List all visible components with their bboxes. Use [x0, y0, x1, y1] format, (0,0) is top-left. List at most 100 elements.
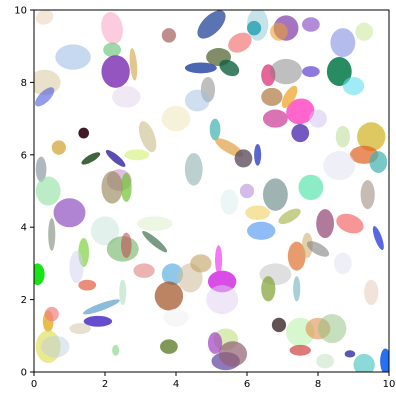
ellipse-63	[278, 208, 301, 225]
ellipse-50	[120, 172, 132, 202]
ellipse-40	[35, 156, 47, 182]
ellipse-95	[83, 315, 113, 327]
ellipse-79	[190, 254, 212, 273]
ellipse-7	[129, 48, 138, 81]
x-tick-label: 0	[31, 379, 37, 390]
ellipse-73	[120, 232, 132, 258]
ellipse-67	[372, 226, 384, 251]
ellipse-61	[245, 205, 271, 220]
ellipse-30	[286, 98, 315, 125]
ellipse-86	[293, 276, 301, 302]
ellipse-47	[138, 121, 157, 153]
ellipse-32	[261, 87, 283, 106]
ellipse-93	[78, 279, 97, 291]
ellipse-57	[298, 174, 324, 201]
ellipse-115	[353, 353, 375, 372]
ellipse-83	[206, 285, 239, 315]
ellipse-9	[161, 28, 176, 43]
ellipse-65	[316, 209, 334, 239]
y-tick-label: 8	[21, 78, 27, 89]
ellipse-2	[35, 87, 55, 107]
y-tick-label: 2	[21, 295, 27, 306]
ellipse-10	[197, 10, 226, 39]
y-tick-label: 4	[21, 223, 27, 234]
ellipse-66	[336, 213, 364, 234]
ellipse-54	[234, 149, 253, 168]
ellipse-68	[53, 198, 86, 228]
x-tick-label: 10	[383, 379, 396, 390]
ellipse-55	[254, 143, 262, 166]
ellipse-24	[355, 22, 374, 41]
ellipse-27	[302, 66, 320, 77]
ellipse-5	[103, 42, 121, 58]
ellipse-8	[112, 86, 141, 108]
ellipse-71	[90, 216, 120, 246]
ellipse-29	[342, 76, 365, 96]
ellipse-108	[271, 317, 287, 333]
ellipse-36	[335, 125, 350, 148]
ellipse-98	[44, 306, 59, 322]
ellipse-28	[326, 57, 352, 87]
ellipse-4	[101, 11, 123, 45]
ellipse-16	[161, 105, 191, 132]
ellipse-58	[323, 151, 356, 181]
ellipse-42	[51, 140, 66, 155]
ellipse-111	[318, 314, 347, 344]
ellipse-96	[119, 279, 127, 306]
ellipse-19	[247, 20, 262, 36]
ellipse-1	[34, 69, 61, 96]
ellipse-23	[330, 28, 356, 58]
ellipse-77	[161, 263, 184, 286]
ellipse-33	[281, 85, 298, 108]
ellipse-49	[101, 171, 123, 204]
ellipse-80	[154, 281, 184, 311]
ellipse-35	[309, 109, 327, 128]
ellipse-22	[302, 17, 320, 32]
ellipse-13	[219, 59, 240, 77]
ellipse-101	[69, 323, 91, 334]
ellipse-41	[35, 176, 61, 206]
y-tick-label: 0	[21, 368, 27, 379]
ellipse-114	[344, 350, 356, 358]
ellipse-17	[228, 32, 252, 53]
y-tick-label: 6	[21, 150, 27, 161]
ellipse-6	[101, 55, 130, 88]
ellipse-layer	[34, 10, 389, 372]
ellipse-0	[35, 10, 54, 25]
ellipse-46	[124, 149, 150, 161]
ellipse-37	[357, 122, 386, 152]
x-tick-label: 4	[173, 379, 179, 390]
ellipse-12	[184, 62, 217, 74]
ellipse-60	[239, 183, 255, 199]
y-axis: 0 2 4 6 8 10	[14, 6, 34, 379]
ellipse-26	[270, 58, 303, 85]
x-tick-label: 6	[244, 379, 250, 390]
ellipse-116	[380, 348, 389, 372]
ellipse-117	[69, 250, 84, 284]
ellipse-85	[261, 276, 276, 302]
ellipse-52	[209, 118, 221, 141]
ellipse-3	[55, 44, 91, 70]
ellipse-74	[136, 216, 173, 231]
x-axis: 0 2 4 6 8 10	[31, 372, 396, 390]
ellipse-107	[218, 341, 247, 367]
ellipse-113	[316, 353, 334, 369]
ellipse-100	[41, 335, 70, 358]
ellipse-102	[112, 344, 120, 356]
ellipse-62	[220, 189, 239, 215]
ellipse-53	[215, 138, 244, 157]
ellipse-70	[48, 218, 56, 251]
ellipse-51	[184, 152, 203, 186]
ellipse-39	[369, 151, 388, 173]
ellipse-44	[81, 152, 101, 165]
ellipse-43	[78, 127, 90, 139]
ellipse-21	[270, 22, 288, 41]
ellipse-112	[289, 344, 311, 356]
ellipse-15	[184, 89, 210, 112]
axes-frame	[33, 9, 390, 373]
x-tick-label: 2	[102, 379, 108, 390]
ellipse-76	[133, 263, 155, 278]
ellipse-92	[34, 263, 45, 286]
ellipse-105	[207, 332, 223, 354]
